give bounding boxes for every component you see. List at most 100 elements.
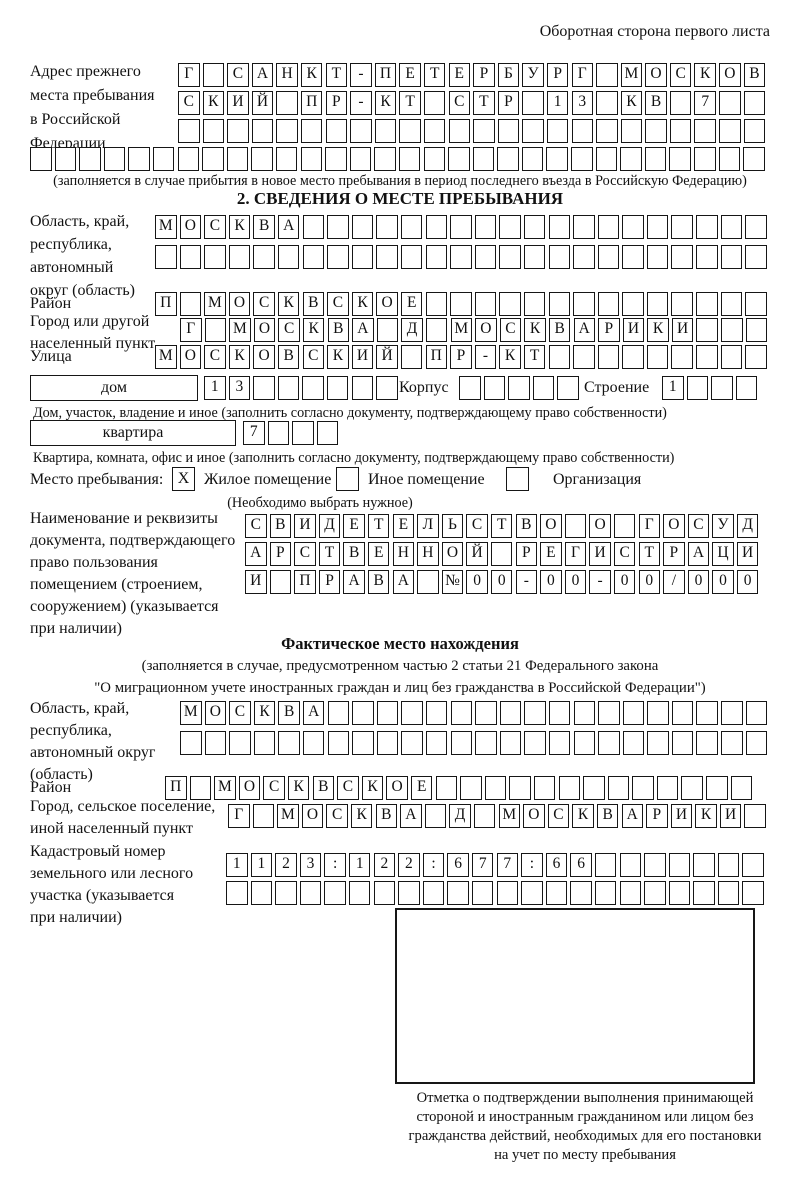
char-cell[interactable] — [499, 215, 521, 239]
char-cell[interactable] — [596, 63, 618, 87]
char-cell[interactable]: Д — [736, 514, 759, 538]
char-cell[interactable]: К — [647, 318, 669, 342]
char-cell[interactable] — [277, 376, 300, 400]
char-cell[interactable]: - — [350, 63, 372, 87]
char-cell[interactable]: 0 — [687, 570, 710, 594]
char-cell[interactable] — [350, 119, 372, 143]
char-cell[interactable] — [374, 147, 396, 171]
char-cell[interactable]: О — [204, 701, 227, 725]
char-cell[interactable] — [745, 731, 768, 755]
char-cell[interactable]: М — [214, 776, 236, 800]
char-cell[interactable]: С — [687, 514, 710, 538]
char-cell[interactable] — [103, 147, 126, 171]
char-cell[interactable] — [597, 215, 620, 239]
char-cell[interactable] — [277, 245, 300, 269]
char-cell[interactable]: Н — [392, 542, 415, 566]
char-cell[interactable]: К — [351, 292, 374, 316]
char-cell[interactable]: Г — [564, 542, 587, 566]
char-cell[interactable]: П — [374, 63, 397, 87]
char-cell[interactable] — [327, 245, 349, 269]
char-cell[interactable] — [558, 776, 580, 800]
char-cell[interactable] — [204, 318, 227, 342]
char-cell[interactable] — [450, 245, 472, 269]
char-cell[interactable] — [696, 318, 718, 342]
char-cell[interactable]: П — [294, 570, 316, 594]
char-cell[interactable] — [644, 853, 666, 877]
char-cell[interactable]: С — [245, 514, 267, 538]
char-cell[interactable] — [299, 881, 322, 905]
char-cell[interactable] — [253, 245, 275, 269]
char-cell[interactable]: И — [245, 570, 267, 594]
char-cell[interactable]: К — [300, 63, 323, 87]
char-cell[interactable] — [425, 292, 448, 316]
char-cell[interactable] — [524, 701, 546, 725]
char-cell[interactable]: К — [695, 804, 717, 828]
char-cell[interactable] — [373, 881, 396, 905]
char-cell[interactable] — [622, 701, 645, 725]
char-cell[interactable] — [742, 853, 764, 877]
char-cell[interactable] — [178, 119, 200, 143]
char-cell[interactable] — [645, 119, 667, 143]
char-cell[interactable]: Д — [401, 318, 423, 342]
char-cell[interactable] — [745, 245, 767, 269]
char-cell[interactable]: Е — [367, 542, 390, 566]
char-cell[interactable] — [252, 804, 275, 828]
char-cell[interactable] — [302, 215, 325, 239]
char-cell[interactable]: : — [521, 853, 543, 877]
char-cell[interactable]: О — [301, 804, 324, 828]
char-cell[interactable]: К — [287, 776, 310, 800]
char-cell[interactable]: М — [155, 345, 177, 369]
char-cell[interactable]: О — [663, 514, 685, 538]
char-cell[interactable]: - — [515, 570, 538, 594]
char-cell[interactable]: К — [253, 701, 276, 725]
char-cell[interactable] — [351, 245, 374, 269]
char-cell[interactable]: О — [179, 345, 202, 369]
char-cell[interactable] — [522, 119, 544, 143]
char-cell[interactable] — [374, 119, 397, 143]
char-cell[interactable] — [721, 701, 743, 725]
char-cell[interactable]: 2 — [398, 853, 420, 877]
char-cell[interactable] — [128, 147, 150, 171]
char-cell[interactable]: У — [712, 514, 734, 538]
char-cell[interactable]: В — [277, 345, 300, 369]
char-cell[interactable] — [422, 881, 445, 905]
char-cell[interactable] — [573, 215, 595, 239]
char-cell[interactable]: - — [474, 345, 497, 369]
char-cell[interactable] — [450, 731, 473, 755]
char-cell[interactable] — [573, 345, 595, 369]
char-cell[interactable]: Т — [523, 345, 546, 369]
char-cell[interactable] — [718, 147, 741, 171]
char-cell[interactable]: 6 — [545, 853, 568, 877]
char-cell[interactable] — [720, 215, 743, 239]
char-cell[interactable] — [349, 147, 372, 171]
char-cell[interactable] — [267, 421, 290, 445]
char-cell[interactable] — [595, 147, 618, 171]
char-cell[interactable]: П — [165, 776, 187, 800]
char-cell[interactable]: А — [352, 318, 374, 342]
char-cell[interactable] — [473, 119, 495, 143]
char-cell[interactable] — [693, 881, 715, 905]
char-cell[interactable]: М — [277, 804, 299, 828]
char-cell[interactable]: О — [386, 776, 408, 800]
char-cell[interactable] — [302, 376, 324, 400]
char-cell[interactable] — [594, 853, 617, 877]
char-cell[interactable] — [278, 731, 300, 755]
char-cell[interactable] — [646, 215, 669, 239]
char-cell[interactable] — [546, 119, 569, 143]
char-cell[interactable] — [152, 147, 175, 171]
char-cell[interactable] — [300, 147, 323, 171]
char-cell[interactable] — [351, 215, 374, 239]
char-cell[interactable]: Р — [318, 570, 341, 594]
char-cell[interactable] — [613, 514, 636, 538]
char-cell[interactable]: И — [351, 345, 374, 369]
char-cell[interactable]: 6 — [570, 853, 592, 877]
char-cell[interactable] — [475, 731, 497, 755]
char-cell[interactable] — [696, 701, 718, 725]
char-cell[interactable]: О — [253, 345, 275, 369]
char-cell[interactable]: : — [422, 853, 445, 877]
char-cell[interactable] — [597, 245, 620, 269]
char-cell[interactable]: А — [573, 318, 595, 342]
char-cell[interactable]: Е — [448, 63, 471, 87]
char-cell[interactable]: М — [620, 63, 643, 87]
char-cell[interactable] — [226, 881, 248, 905]
